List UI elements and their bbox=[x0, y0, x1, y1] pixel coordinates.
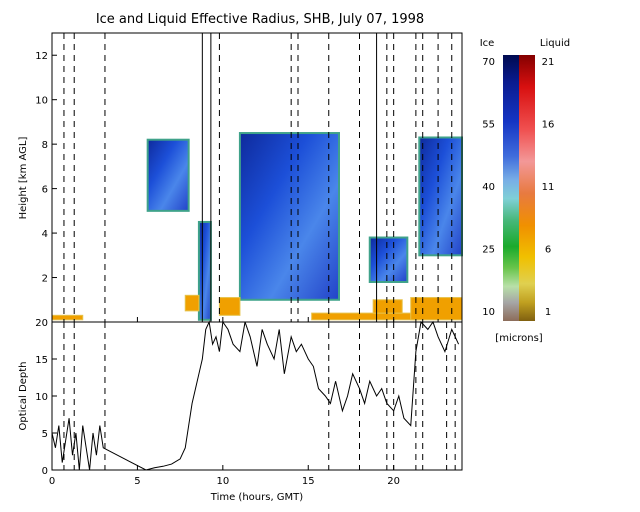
bottom-y-tick-label: 20 bbox=[35, 318, 48, 329]
ice-cloud-region-1 bbox=[146, 138, 190, 212]
top-y-tick-label: 8 bbox=[42, 140, 48, 151]
colorbar-liquid-tick-label: 11 bbox=[542, 182, 555, 193]
top-y-tick-label: 6 bbox=[42, 185, 48, 196]
x-tick-label: 20 bbox=[387, 476, 400, 487]
optical-depth-series-line bbox=[51, 320, 460, 471]
x-axis-label: Time (hours, GMT) bbox=[210, 492, 304, 503]
top-y-tick-label: 2 bbox=[42, 274, 48, 285]
colorbar-liquid-tick-label: 21 bbox=[542, 57, 555, 68]
top-y-tick-label: 10 bbox=[35, 96, 48, 107]
colorbar-liquid-tick-label: 1 bbox=[545, 307, 551, 318]
colorbar-liquid-tick-label: 16 bbox=[542, 120, 555, 131]
top-y-tick-label: 12 bbox=[35, 51, 48, 62]
chart-title: Ice and Liquid Effective Radius, SHB, Ju… bbox=[96, 12, 424, 27]
liquid-cloud-region-5 bbox=[372, 299, 403, 314]
bottom-y-tick-label: 10 bbox=[35, 392, 48, 403]
top-y-axis-label: Height [km AGL] bbox=[18, 137, 29, 220]
effective-radius-panel: 2 4 6 8 10 12 Height [km AGL] bbox=[18, 32, 463, 323]
liquid-cloud-region-6 bbox=[410, 297, 463, 321]
bottom-plot-frame bbox=[51, 321, 463, 471]
bottom-y-tick-label: 15 bbox=[35, 355, 48, 366]
colorbar-ice-tick-label: 55 bbox=[482, 120, 495, 131]
top-y-tick-label: 4 bbox=[42, 229, 48, 240]
liquid-cloud-region-1 bbox=[51, 314, 84, 321]
ice-cloud-region-4 bbox=[368, 236, 409, 283]
bottom-y-tick-label: 0 bbox=[42, 466, 48, 477]
colorbar-ice-tick-label: 40 bbox=[482, 182, 495, 193]
x-tick-label: 0 bbox=[49, 476, 55, 487]
colorbar-ice bbox=[503, 55, 519, 321]
colorbar-liquid bbox=[519, 55, 535, 321]
colorbar-liquid-title: Liquid bbox=[540, 38, 570, 49]
liquid-cloud-region-3 bbox=[218, 297, 241, 316]
colorbar-ice-tick-label: 10 bbox=[482, 307, 495, 318]
colorbar-ice-title: Ice bbox=[480, 38, 495, 49]
colorbar-units: [microns] bbox=[495, 333, 542, 344]
colorbar-liquid-tick-label: 6 bbox=[545, 245, 551, 256]
optical-depth-panel: 0 5 10 15 20 0 5 10 15 20 Optical Depth Time (hou… bbox=[18, 318, 463, 503]
ice-cloud-region-3 bbox=[238, 132, 341, 301]
liquid-cloud-region-2 bbox=[184, 294, 200, 312]
liquid-cloud-region-4 bbox=[311, 312, 420, 321]
colorbars: Ice Liquid 70 55 40 25 10 21 16 11 6 1 [microns] bbox=[480, 38, 570, 344]
x-tick-label: 5 bbox=[134, 476, 140, 487]
ice-cloud-region-5 bbox=[418, 136, 463, 257]
ice-cloud-region-2 bbox=[197, 220, 212, 321]
bottom-y-axis-label: Optical Depth bbox=[18, 362, 29, 431]
x-tick-label: 15 bbox=[302, 476, 315, 487]
bottom-y-tick-label: 5 bbox=[42, 429, 48, 440]
colorbar-ice-tick-label: 70 bbox=[482, 57, 495, 68]
colorbar-ice-tick-label: 25 bbox=[482, 245, 495, 256]
x-tick-label: 10 bbox=[216, 476, 229, 487]
